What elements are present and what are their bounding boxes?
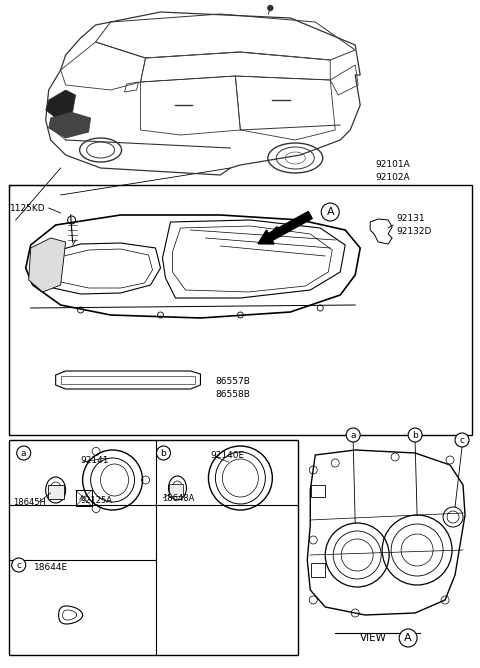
Bar (311, 485, 325, 497)
Circle shape (399, 629, 417, 647)
Bar (9, 185, 472, 435)
Text: 86557B
86558B: 86557B 86558B (216, 377, 250, 399)
Text: a: a (21, 448, 26, 458)
Text: 92125A: 92125A (81, 496, 113, 504)
Circle shape (346, 428, 360, 442)
Text: 1125KD: 1125KD (10, 204, 46, 212)
Bar (9, 440, 298, 655)
Text: a: a (350, 430, 356, 440)
Circle shape (156, 446, 170, 460)
Circle shape (268, 5, 273, 11)
Polygon shape (29, 238, 66, 292)
Bar (311, 563, 325, 577)
Text: A: A (404, 633, 412, 643)
Circle shape (321, 203, 339, 221)
Text: 92101A
92102A: 92101A 92102A (375, 160, 410, 182)
Circle shape (455, 433, 469, 447)
Circle shape (12, 558, 26, 572)
Polygon shape (48, 112, 91, 138)
Bar (169, 484, 183, 496)
Text: 18648A: 18648A (163, 494, 195, 502)
Text: VIEW: VIEW (360, 633, 386, 643)
Circle shape (408, 428, 422, 442)
Text: b: b (412, 430, 418, 440)
Text: 92141: 92141 (81, 456, 109, 464)
Text: 18645H: 18645H (13, 498, 46, 506)
Text: b: b (161, 448, 167, 458)
Polygon shape (46, 90, 76, 118)
Text: c: c (16, 560, 21, 570)
Text: c: c (459, 436, 465, 444)
Bar (48, 485, 64, 499)
Text: 92131
92132D: 92131 92132D (396, 214, 432, 236)
Text: 18644E: 18644E (34, 562, 68, 572)
FancyArrow shape (258, 212, 312, 244)
Text: 92140E: 92140E (210, 450, 244, 460)
Text: A: A (326, 207, 334, 217)
Bar (76, 490, 92, 506)
Circle shape (17, 446, 31, 460)
